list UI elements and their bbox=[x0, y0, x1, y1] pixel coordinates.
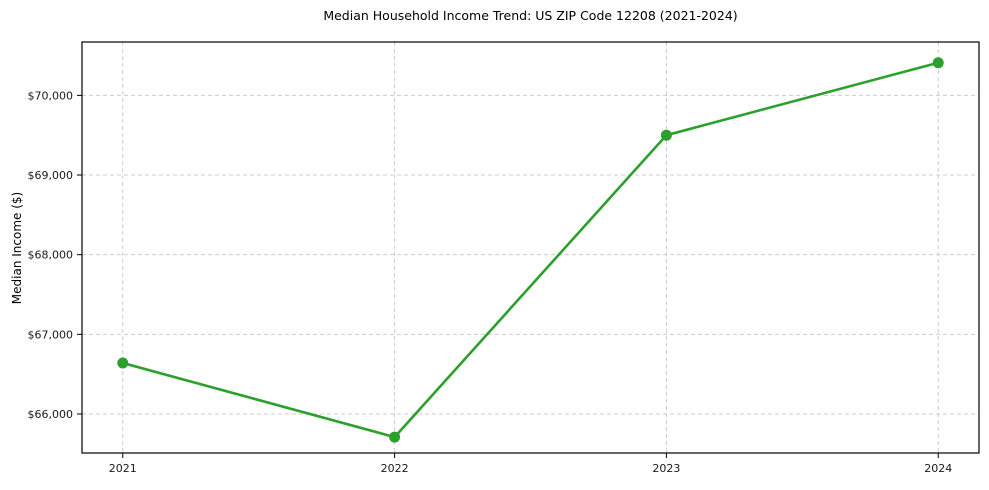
y-tick-label: $67,000 bbox=[28, 328, 74, 341]
x-tick-label: 2024 bbox=[924, 462, 952, 475]
x-tick-label: 2022 bbox=[381, 462, 409, 475]
trend-line bbox=[121, 61, 940, 439]
x-tick-label: 2021 bbox=[109, 462, 137, 475]
data-point-2023 bbox=[660, 129, 672, 141]
x-tick-label: 2023 bbox=[652, 462, 680, 475]
chart-title: Median Household Income Trend: US ZIP Co… bbox=[323, 8, 738, 23]
data-point-2024 bbox=[932, 57, 944, 69]
y-tick-label: $68,000 bbox=[28, 249, 74, 262]
y-tick-label: $69,000 bbox=[28, 169, 74, 182]
data-point-2021 bbox=[117, 357, 129, 369]
y-tick-label: $66,000 bbox=[28, 408, 74, 421]
data-point-2022 bbox=[389, 431, 401, 443]
y-tick-label: $70,000 bbox=[28, 89, 74, 102]
axes-frame bbox=[81, 41, 980, 454]
